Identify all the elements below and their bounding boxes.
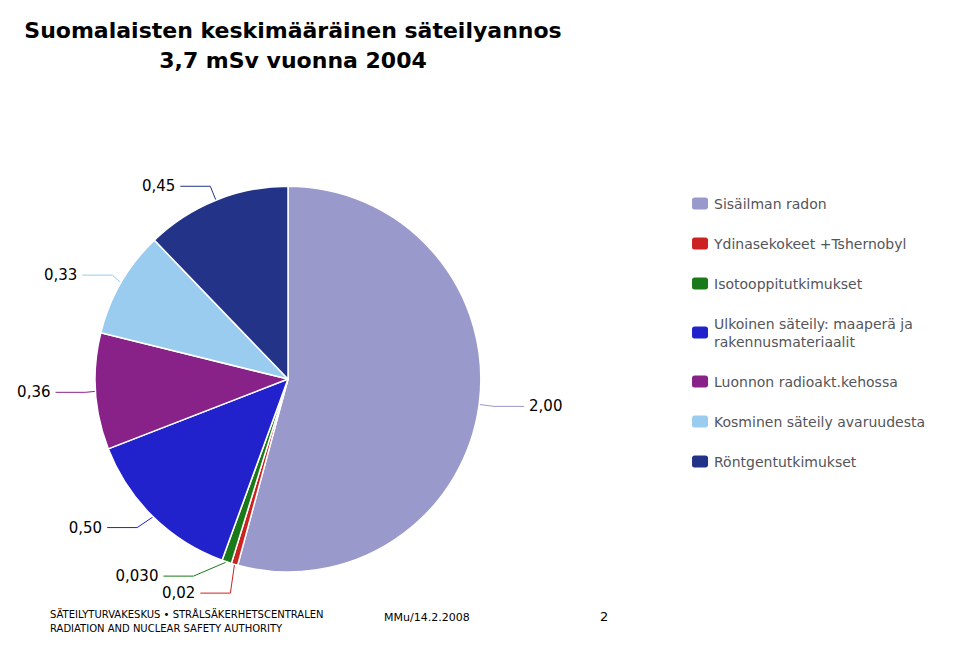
svg-text:Ydinasekokeet +Tshernobyl: Ydinasekokeet +Tshernobyl bbox=[713, 236, 906, 252]
svg-text:2: 2 bbox=[600, 609, 608, 624]
svg-text:Kosminen säteily avaruudesta: Kosminen säteily avaruudesta bbox=[714, 414, 925, 430]
svg-text:MMu/14.2.2008: MMu/14.2.2008 bbox=[384, 611, 470, 624]
svg-text:Ulkoinen säteily: maaperä ja: Ulkoinen säteily: maaperä ja bbox=[714, 316, 913, 332]
svg-text:Luonnon radioakt.kehossa: Luonnon radioakt.kehossa bbox=[714, 374, 898, 390]
svg-text:2,00: 2,00 bbox=[529, 397, 562, 415]
svg-text:0,36: 0,36 bbox=[17, 383, 50, 401]
svg-text:0,45: 0,45 bbox=[142, 177, 175, 195]
svg-text:0,02: 0,02 bbox=[162, 584, 195, 602]
svg-text:Sisäilman radon: Sisäilman radon bbox=[714, 196, 827, 212]
svg-text:0,33: 0,33 bbox=[44, 266, 77, 284]
svg-text:3,7 mSv vuonna 2004: 3,7 mSv vuonna 2004 bbox=[159, 48, 427, 73]
svg-text:Suomalaisten keskimääräinen sä: Suomalaisten keskimääräinen säteilyannos bbox=[24, 18, 561, 43]
svg-text:Isotooppitutkimukset: Isotooppitutkimukset bbox=[714, 276, 863, 292]
svg-text:SÄTEILYTURVAKESKUS • STRÅLSÄKE: SÄTEILYTURVAKESKUS • STRÅLSÄKERHETSCENTR… bbox=[50, 608, 324, 620]
svg-text:0,030: 0,030 bbox=[115, 567, 158, 585]
svg-text:Röntgentutkimukset: Röntgentutkimukset bbox=[714, 454, 857, 470]
svg-text:0,50: 0,50 bbox=[69, 519, 102, 537]
svg-text:RADIATION AND NUCLEAR SAFETY A: RADIATION AND NUCLEAR SAFETY AUTHORITY bbox=[50, 623, 283, 634]
svg-text:rakennusmateriaalit: rakennusmateriaalit bbox=[714, 334, 855, 350]
